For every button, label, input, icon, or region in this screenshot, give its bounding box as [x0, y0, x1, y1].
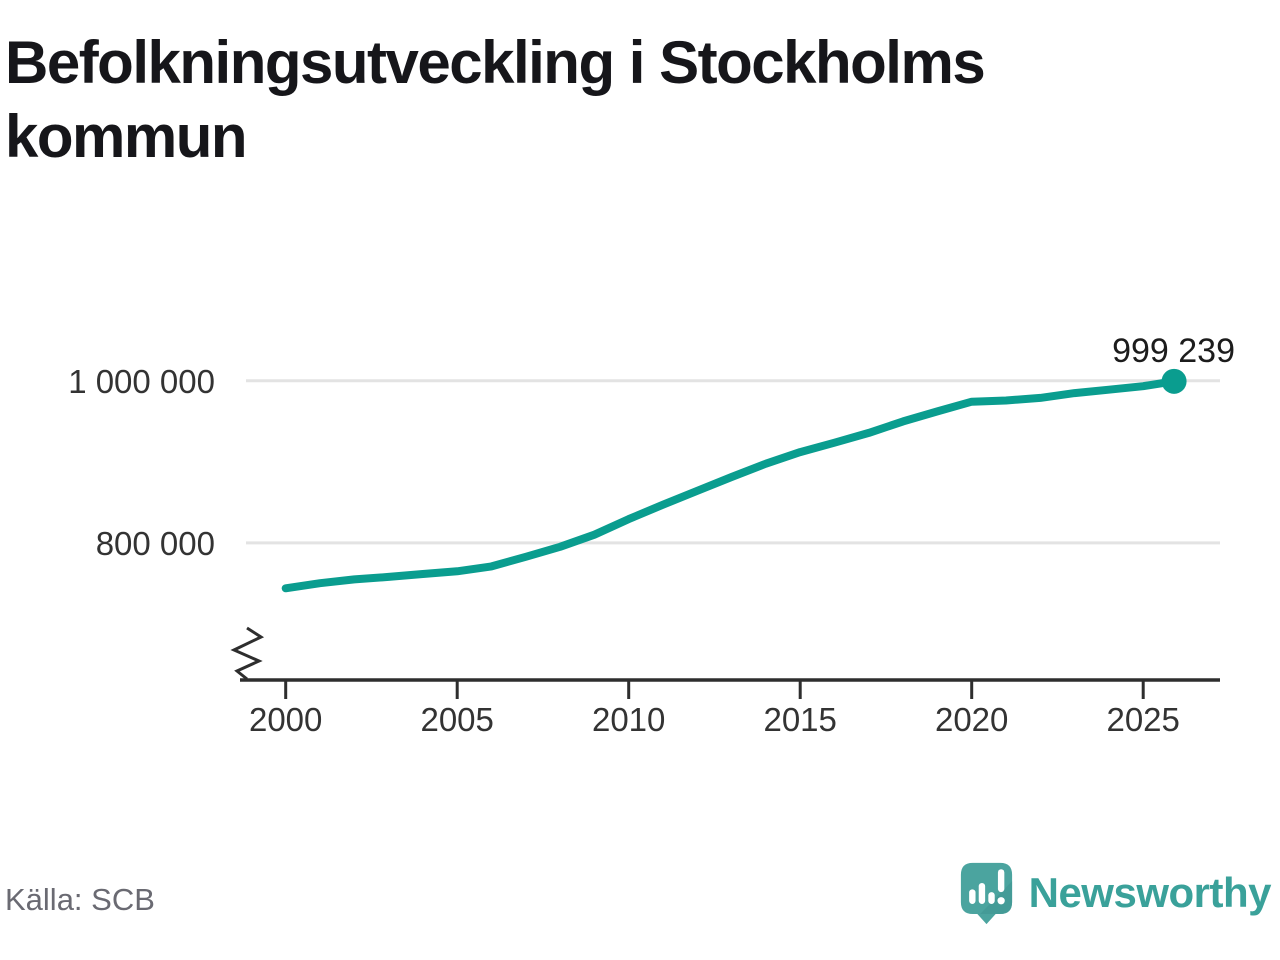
y-axis-tick-label: 1 000 000 — [68, 362, 215, 400]
logo-exclamation-dot — [997, 897, 1005, 905]
logo-bar-2 — [978, 882, 985, 904]
logo-exclamation-bar — [997, 869, 1004, 893]
y-axis-tick-label: 800 000 — [95, 524, 215, 562]
newsworthy-logo-icon — [960, 862, 1012, 925]
source-caption: Källa: SCB — [5, 882, 155, 917]
logo-bar-3 — [987, 892, 995, 904]
x-axis-tick-label: 2010 — [591, 701, 666, 738]
newsworthy-logo: Newsworthy — [959, 860, 1272, 926]
x-axis-tick-label: 2015 — [763, 701, 837, 738]
y-axis-break-icon — [230, 626, 265, 681]
x-axis-tick-label: 2000 — [248, 701, 323, 738]
x-axis-tick-label: 2005 — [420, 701, 494, 738]
population-series-line — [281, 377, 1179, 593]
logo-bar-1 — [968, 889, 976, 904]
latest-value-marker — [1161, 368, 1187, 394]
chart-title: Befolkningsutveckling i Stockholms kommu… — [5, 29, 986, 170]
x-axis-tick-label: 2020 — [934, 701, 1009, 738]
gridlines — [246, 379, 1220, 545]
x-axis-tick-label: 2025 — [1106, 701, 1180, 738]
newsworthy-wordmark: Newsworthy — [1028, 869, 1272, 916]
x-axis — [230, 626, 1220, 699]
population-series — [281, 368, 1187, 593]
logo-shade — [979, 881, 1012, 915]
end-value-label: 999 239 — [1112, 332, 1235, 370]
